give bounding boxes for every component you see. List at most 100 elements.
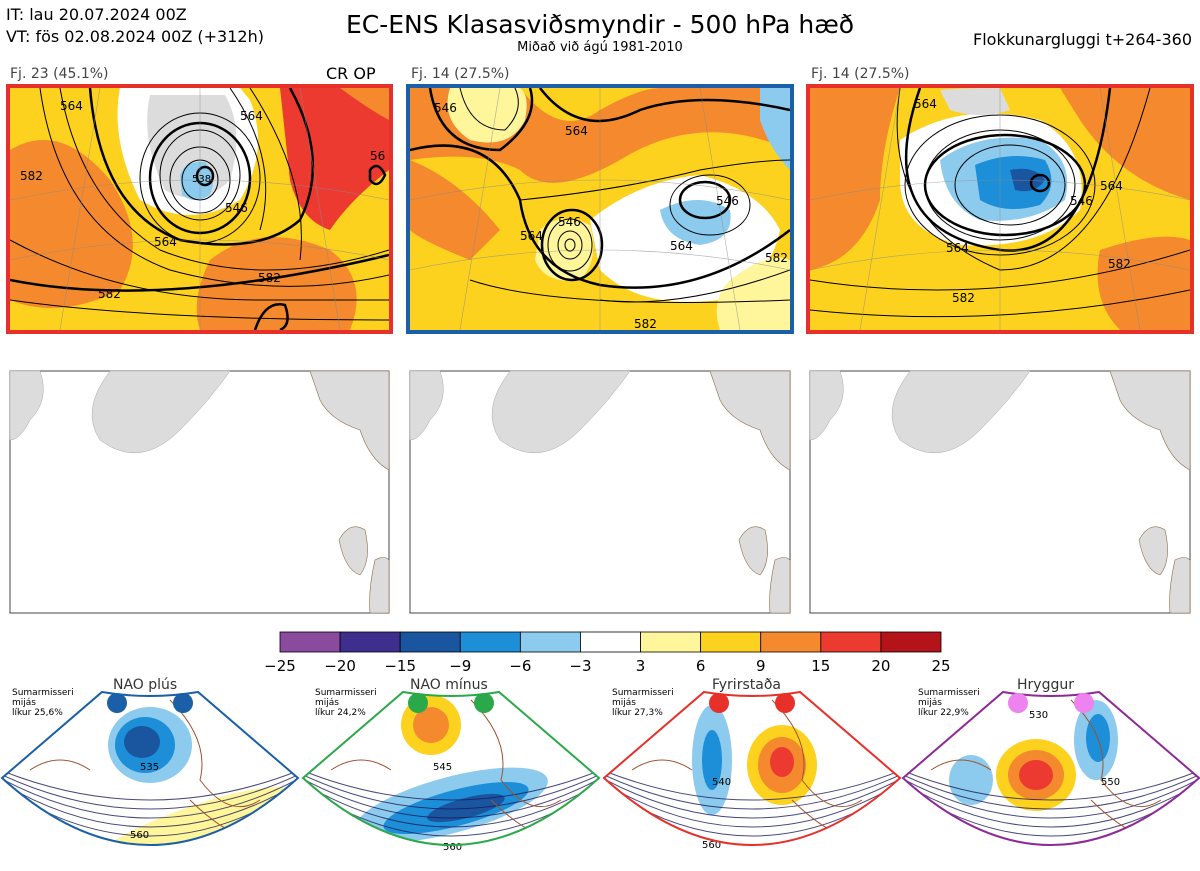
regime-dot: [408, 693, 428, 713]
regime-map-1: 535 560: [0, 690, 300, 846]
regime-dot: [1074, 693, 1094, 713]
regime-map-4: 530550575: [901, 690, 1200, 846]
regime-1-title: NAO plús: [113, 677, 178, 693]
panel-3-label: Fj. 14 (27.5%): [811, 66, 910, 82]
colorbar-tick: 9: [756, 657, 766, 675]
panel-3-border: [806, 84, 1194, 334]
contour-label: 582: [20, 169, 43, 183]
regime-map-3: 540560575: [602, 690, 902, 871]
regime-contour-label: 560: [130, 830, 149, 841]
colorbar-tick: −9: [449, 657, 471, 675]
map-panel-2: 546 564 546 564 546 564 582 582: [410, 88, 790, 331]
regime-dot: [107, 693, 127, 713]
contour-label: 564: [946, 241, 969, 255]
contour-label: 582: [952, 291, 975, 305]
contour-label: 564: [670, 239, 693, 253]
colorbar-tick: 6: [696, 657, 706, 675]
panel-2-border: [406, 84, 794, 334]
contour-label: 582: [765, 251, 788, 265]
regime-map-2: 545560575: [301, 690, 601, 853]
colorbar: −25 −20 −15 −9 −6 −3 3 6 9 15 20 25: [264, 631, 951, 675]
init-time: IT: lau 20.07.2024 00Z: [6, 5, 187, 24]
regime-border: [901, 690, 1200, 846]
regime-4-note: Sumarmisseri mijás líkur 22,9%: [918, 688, 980, 718]
colorbar-tick: −3: [569, 657, 591, 675]
contour-label: 564: [520, 229, 543, 243]
regime-border: [301, 690, 601, 846]
contour-label: 546: [1070, 194, 1093, 208]
colorbar-tick: 15: [811, 657, 830, 675]
regime-dot: [474, 693, 494, 713]
contour-label: 538: [192, 174, 211, 185]
regime-contour-label: 545: [433, 762, 452, 773]
regime-border: [602, 690, 902, 846]
contour-label: 546: [558, 215, 581, 229]
regime-contour-label: 560: [443, 842, 462, 853]
regime-border: [0, 690, 300, 846]
map-panel-3: 564 546 564 582 582 564: [810, 88, 1190, 330]
colorbar-swatch: [820, 631, 882, 653]
colorbar-tick: −25: [264, 657, 296, 675]
page-title: EC-ENS Klasasviðsmyndir - 500 hPa hæð: [345, 10, 855, 39]
colorbar-swatch: [279, 631, 341, 653]
contour-label: 546: [716, 194, 739, 208]
blank-map-3: [809, 370, 1191, 614]
regime-contour-label: 560: [702, 840, 721, 851]
panel-2-label: Fj. 14 (27.5%): [411, 66, 510, 82]
colorbar-tick: −6: [509, 657, 531, 675]
contour-label: 564: [565, 124, 588, 138]
contour-label: 564: [914, 97, 937, 111]
colorbar-tick: 3: [636, 657, 646, 675]
regime-contour-label: 530: [1029, 710, 1048, 721]
contour-label: 582: [258, 271, 281, 285]
regime-contour-label: 550: [1101, 777, 1120, 788]
contour-label: 56: [370, 149, 385, 163]
colorbar-tick: 20: [871, 657, 890, 675]
regime-dot: [775, 693, 795, 713]
colorbar-tick: 25: [931, 657, 950, 675]
regime-contour-label: 535: [140, 762, 159, 773]
regime-maps: 535560545560575540560575530550575: [0, 690, 1200, 871]
colorbar-swatch: [339, 631, 401, 653]
contour-label: 564: [240, 109, 263, 123]
panel-1-extra: CR OP: [326, 64, 376, 83]
contour-label: 546: [434, 101, 457, 115]
contour-label: 546: [225, 201, 248, 215]
contour-label: 564: [154, 235, 177, 249]
colorbar-swatch: [760, 631, 822, 653]
colorbar-swatch: [399, 631, 461, 653]
regime-3-title: Fyrirstaða: [712, 677, 781, 693]
contour-label: 582: [1108, 257, 1131, 271]
contour-label: 582: [98, 287, 121, 301]
colorbar-swatch: [459, 631, 521, 653]
regime-3-note: Sumarmisseri mijás líkur 27,3%: [612, 688, 674, 718]
regime-dot: [173, 693, 193, 713]
blank-map-1: [9, 370, 390, 614]
map-panel-1: 564 564 538 546 564 582 582 582 56: [10, 88, 389, 330]
valid-time: VT: fös 02.08.2024 00Z (+312h): [6, 27, 264, 46]
contour-label: 582: [634, 317, 657, 331]
colorbar-swatch: [519, 631, 581, 653]
colorbar-swatch: [880, 631, 942, 653]
colorbar-tick: −20: [324, 657, 356, 675]
panel-1-border: [6, 84, 393, 334]
page-subtitle: Miðað við ágú 1981-2010: [517, 40, 683, 55]
colorbar-swatch: [700, 631, 762, 653]
panel-1-label: Fj. 23 (45.1%): [10, 66, 109, 82]
regime-2-note: Sumarmisseri mijás líkur 24,2%: [315, 688, 377, 718]
regime-dot: [1008, 693, 1028, 713]
regime-4-title: Hryggur: [1017, 677, 1074, 693]
contour-label: 564: [1100, 179, 1123, 193]
regime-2-title: NAO mínus: [410, 677, 488, 693]
regime-1-note: Sumarmisseri mijás líkur 25,6%: [12, 688, 74, 718]
blank-map-2: [409, 370, 791, 614]
header-times: IT: lau 20.07.2024 00Z VT: fös 02.08.202…: [6, 4, 264, 48]
contour-label: 564: [60, 99, 83, 113]
regime-dot: [709, 693, 729, 713]
cluster-window: Flokkunargluggi t+264-360: [973, 30, 1192, 49]
colorbar-swatch: [640, 631, 702, 653]
regime-contour-label: 540: [712, 777, 731, 788]
colorbar-swatch: [580, 631, 641, 653]
colorbar-tick: −15: [384, 657, 416, 675]
